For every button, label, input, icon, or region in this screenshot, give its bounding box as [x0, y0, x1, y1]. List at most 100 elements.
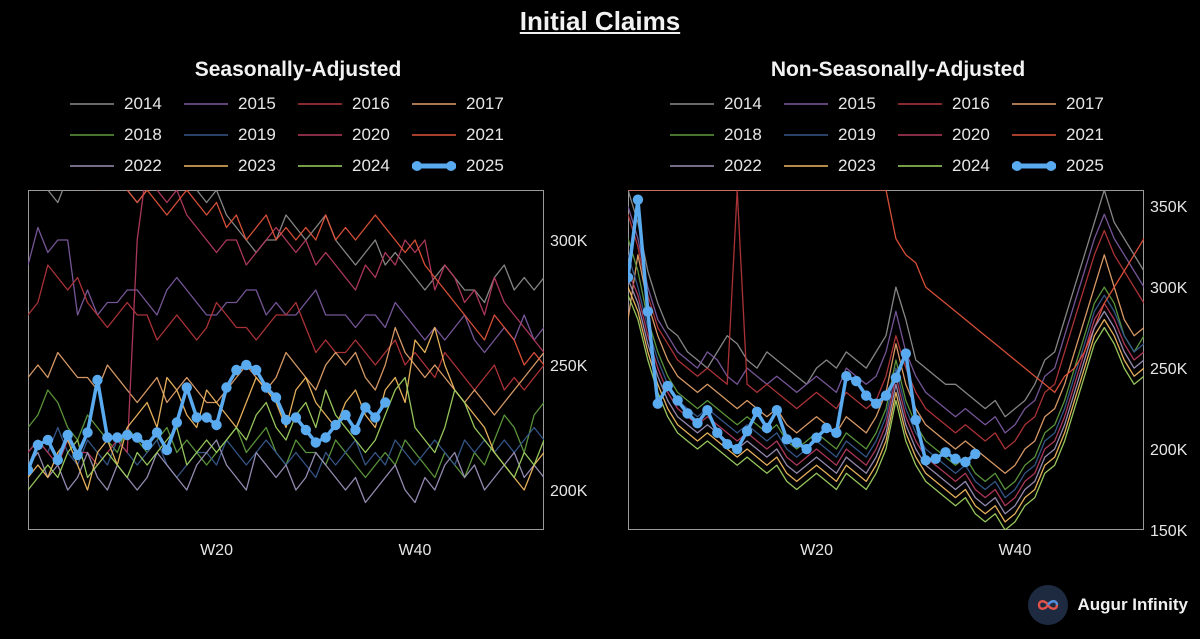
legend-swatch — [184, 165, 228, 167]
point-2025-w12 — [131, 432, 143, 443]
brand-name: Augur Infinity — [1077, 595, 1188, 614]
y-tick-label: 200K — [550, 483, 588, 500]
page-title: Initial Claims — [519, 6, 681, 36]
legend-swatch — [898, 165, 942, 167]
legend-label: 2014 — [724, 94, 762, 113]
point-2025-w24 — [851, 375, 862, 387]
series-line-2023 — [628, 286, 1144, 523]
legend-swatch — [70, 134, 114, 136]
legend-label: 2018 — [124, 125, 162, 144]
y-tick-label: 300K — [550, 233, 588, 250]
legend-label: 2025 — [466, 156, 504, 175]
series-line-2025 — [628, 197, 977, 464]
brand-badge: Augur Infinity — [1027, 585, 1188, 625]
point-2025-w17 — [781, 434, 792, 445]
point-2025-w5 — [62, 429, 73, 441]
legend-label: 2025 — [1066, 156, 1104, 175]
point-2025-w21 — [221, 382, 232, 393]
point-2025-w13 — [141, 439, 153, 451]
legend-item-2025: 2025 — [410, 154, 524, 178]
point-2025-w9 — [702, 404, 713, 416]
legend-swatch — [1012, 161, 1056, 171]
x-tick-label: W40 — [999, 542, 1032, 559]
point-2025-w12 — [731, 443, 743, 455]
series-line-2016 — [628, 190, 1144, 450]
y-tick-label: 150K — [1150, 523, 1188, 540]
point-2025-w29 — [900, 348, 912, 359]
point-2025-w10 — [712, 427, 723, 439]
legend-item-2017: 2017 — [1010, 92, 1124, 116]
point-2025-w9 — [102, 432, 113, 443]
point-2025-w15 — [161, 444, 173, 456]
legend-item-2023: 2023 — [182, 154, 296, 178]
legend-swatch — [184, 134, 228, 136]
point-2025-w21 — [821, 422, 832, 434]
legend-item-2019: 2019 — [182, 123, 296, 147]
point-2025-w28 — [290, 412, 302, 423]
series-line-2020 — [628, 270, 1144, 507]
point-2025-w29 — [300, 424, 312, 436]
legend-swatch — [670, 134, 714, 136]
legend-swatch — [412, 103, 456, 105]
legend-item-2016: 2016 — [296, 92, 410, 116]
point-2025-w35 — [960, 456, 971, 468]
legend-item-2022: 2022 — [668, 154, 782, 178]
point-2025-w36 — [370, 412, 381, 423]
point-2025-w6 — [72, 449, 83, 461]
series-line-2014 — [628, 190, 1144, 418]
series-line-2024 — [28, 376, 544, 491]
legend-label: 2016 — [352, 94, 390, 113]
point-2025-w4 — [652, 398, 663, 409]
legend-label: 2022 — [724, 156, 762, 175]
legend-label: 2015 — [238, 94, 276, 113]
legend-item-2021: 2021 — [1010, 123, 1124, 147]
legend-item-2020: 2020 — [896, 123, 1010, 147]
point-2025-w33 — [940, 447, 951, 458]
legend-label: 2015 — [838, 94, 876, 113]
series-line-2020 — [28, 190, 544, 466]
point-2025-w37 — [380, 397, 391, 408]
legend-swatch — [670, 103, 714, 105]
left-legend: 2014 2015 2016 2017 2018 2019 2020 2021 2022 2023… — [68, 92, 528, 178]
point-2025-w1 — [628, 272, 634, 283]
point-2025-w26 — [870, 398, 882, 409]
point-2025-w27 — [880, 390, 892, 401]
legend-item-2018: 2018 — [68, 123, 182, 147]
point-2025-w14 — [751, 406, 763, 418]
point-2025-w14 — [151, 427, 163, 438]
point-2025-w18 — [791, 437, 802, 448]
point-2025-w2 — [632, 194, 644, 205]
infinity-logo-icon — [1027, 585, 1068, 625]
y-tick-label: 250K — [550, 358, 588, 375]
legend-item-2022: 2022 — [68, 154, 182, 178]
point-2025-w25 — [860, 390, 872, 401]
point-2025-w11 — [722, 438, 733, 450]
point-2025-w10 — [112, 432, 123, 443]
legend-item-2014: 2014 — [68, 92, 182, 116]
legend-item-2021: 2021 — [410, 123, 524, 147]
point-2025-w32 — [330, 419, 341, 431]
legend-label: 2014 — [124, 94, 162, 113]
right-panel-title: Non-Seasonally-Adjusted — [770, 58, 1026, 81]
point-2025-w23 — [841, 370, 852, 382]
point-2025-w3 — [42, 434, 54, 446]
legend-swatch — [784, 103, 828, 105]
legend-label: 2017 — [466, 94, 504, 113]
left-line-chart: 200K 250K 300K W20 W40 — [28, 190, 588, 559]
x-tick-label: W20 — [800, 542, 833, 559]
right-legend: 2014 2015 2016 2017 2018 2019 2020 2021 2022 2023… — [668, 92, 1128, 178]
legend-item-2025: 2025 — [1010, 154, 1124, 178]
legend-item-2023: 2023 — [782, 154, 896, 178]
legend-label: 2021 — [466, 125, 504, 144]
point-2025-w34 — [350, 424, 361, 436]
point-2025-w30 — [310, 437, 321, 448]
point-2025-w19 — [201, 412, 212, 423]
legend-item-2015: 2015 — [182, 92, 296, 116]
point-2025-w22 — [831, 427, 842, 439]
legend-item-2017: 2017 — [410, 92, 524, 116]
x-tick-label: W40 — [399, 542, 432, 559]
y-tick-label: 300K — [1150, 280, 1188, 297]
legend-swatch — [670, 165, 714, 167]
series-line-2015 — [628, 206, 1144, 434]
y-tick-label: 250K — [1150, 361, 1188, 378]
